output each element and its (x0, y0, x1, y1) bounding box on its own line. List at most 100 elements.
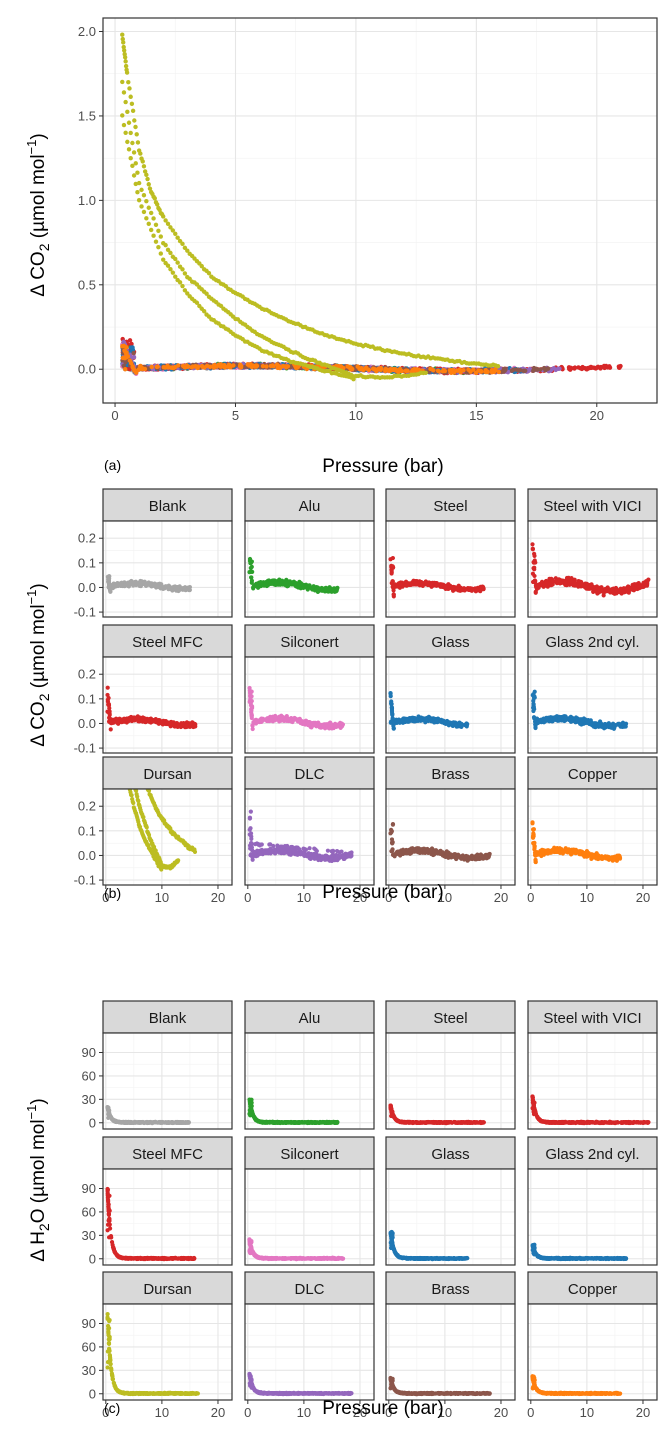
x-tick-label: 20 (590, 408, 604, 423)
y-tick-label: 0.2 (78, 531, 96, 546)
data-point (581, 583, 586, 588)
data-point (142, 366, 148, 372)
data-point (123, 360, 128, 365)
data-point (212, 363, 217, 368)
data-point (249, 564, 254, 569)
data-point (121, 90, 127, 95)
data-point (291, 579, 297, 584)
data-point (457, 367, 462, 372)
panel-a: 0 5 10 15 200.00.51.01.52.0 (78, 17, 658, 423)
data-point (261, 583, 267, 588)
data-point (136, 197, 142, 203)
data-point (154, 202, 160, 207)
data-point (128, 130, 133, 136)
data-point (573, 581, 578, 586)
data-points (120, 32, 623, 382)
data-point (161, 214, 166, 219)
data-point (348, 367, 353, 372)
data-point (603, 587, 608, 592)
data-point (128, 345, 134, 350)
y-tick-label: -0.1 (74, 605, 96, 620)
data-point (630, 582, 635, 587)
data-point (403, 579, 409, 584)
data-point (602, 365, 607, 371)
data-point (242, 364, 247, 370)
data-point (185, 248, 190, 253)
data-point (105, 685, 110, 690)
data-point (536, 583, 541, 588)
data-point (530, 542, 535, 547)
data-point (122, 348, 127, 353)
data-point (120, 36, 125, 42)
data-point (541, 365, 547, 371)
data-point (168, 225, 173, 230)
data-point (127, 86, 132, 91)
data-point (238, 362, 243, 367)
data-point (532, 553, 537, 558)
data-point (136, 180, 142, 186)
data-point (126, 580, 131, 585)
y-tick-label: 0.1 (78, 555, 96, 570)
data-point (378, 367, 383, 373)
data-point (143, 582, 148, 587)
data-point (149, 364, 154, 370)
data-point (156, 228, 161, 234)
data-point (173, 256, 178, 262)
data-point (146, 182, 151, 187)
data-point (158, 251, 164, 256)
plot-background (103, 521, 232, 617)
data-point (492, 368, 497, 373)
data-point (120, 113, 125, 118)
data-point (358, 367, 363, 372)
data-point (410, 367, 415, 373)
data-points (247, 556, 340, 594)
data-point (643, 581, 649, 587)
x-tick-label: 10 (349, 408, 363, 423)
data-point (218, 362, 223, 367)
data-point (222, 363, 227, 368)
data-point (248, 575, 254, 580)
data-point (180, 283, 185, 289)
facet-strip (102, 624, 233, 658)
data-point (136, 367, 141, 372)
data-point (444, 585, 449, 590)
data-point (288, 581, 293, 586)
data-point (413, 578, 418, 584)
data-point (483, 367, 488, 373)
data-point (129, 101, 135, 106)
data-point (390, 584, 396, 589)
data-point (435, 582, 440, 587)
data-point (201, 309, 207, 314)
facet-strip-label: Steel MFC (132, 634, 203, 651)
data-point (533, 590, 538, 595)
data-point (496, 369, 502, 375)
data-point (144, 172, 149, 178)
data-point (151, 233, 156, 238)
data-point (131, 350, 136, 356)
data-point (168, 266, 173, 272)
data-point (131, 173, 137, 178)
data-point (610, 588, 615, 593)
y-tick-label: 2.0 (78, 24, 96, 39)
plot-background (245, 521, 374, 617)
data-points (388, 555, 486, 599)
data-point (130, 163, 135, 169)
data-point (231, 363, 236, 368)
data-point (139, 187, 144, 193)
data-points (530, 542, 651, 598)
data-point (276, 582, 282, 587)
data-point (133, 124, 138, 130)
data-point (301, 584, 306, 589)
data-point (473, 370, 479, 376)
data-point (557, 578, 562, 583)
data-point (558, 581, 563, 586)
data-point (124, 345, 129, 350)
data-point (363, 365, 369, 370)
y-tick-label: 0.0 (78, 362, 96, 377)
panel-border (244, 520, 375, 618)
data-point (423, 580, 428, 585)
x-tick-label: 0 (111, 408, 118, 423)
data-point (268, 581, 273, 587)
data-point (135, 170, 140, 175)
